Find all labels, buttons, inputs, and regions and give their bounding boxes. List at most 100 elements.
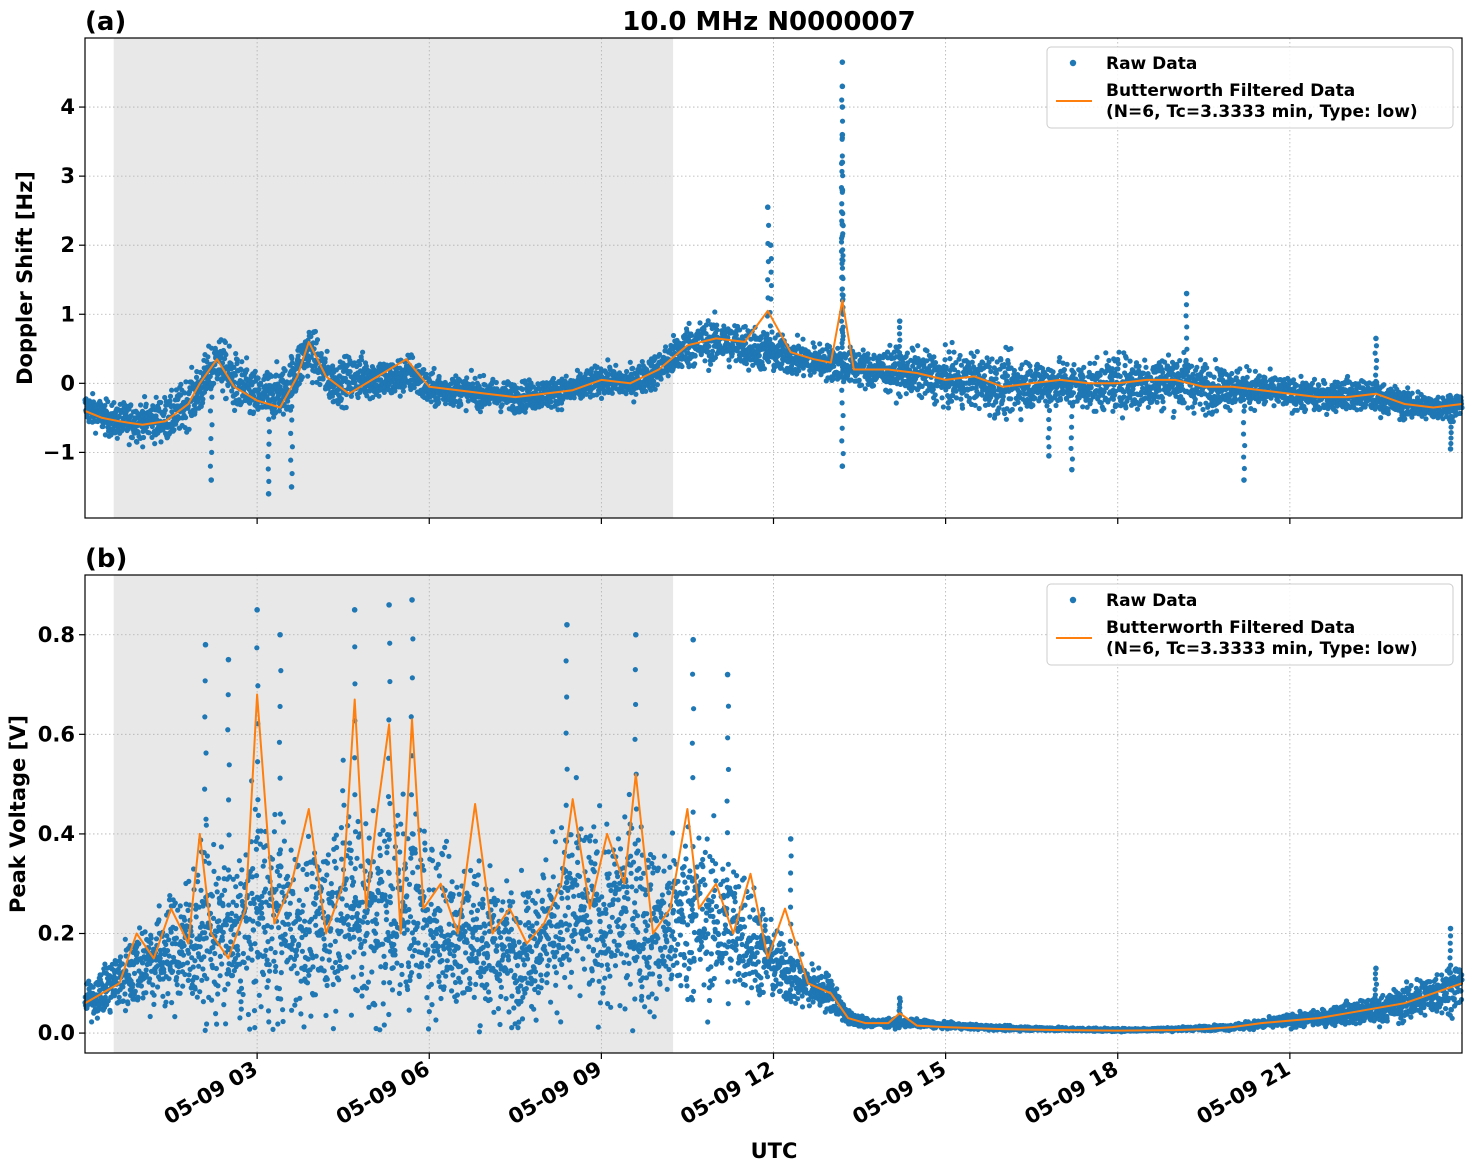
- raw-data-point: [1115, 366, 1121, 372]
- raw-data-point: [835, 345, 841, 351]
- raw-data-point: [627, 359, 633, 365]
- raw-data-point: [153, 394, 159, 400]
- raw-data-point: [1057, 355, 1063, 361]
- raw-data-point: [987, 412, 993, 418]
- raw-data-point: [150, 403, 156, 409]
- raw-data-point: [1211, 374, 1217, 380]
- raw-data-point: [1204, 365, 1210, 371]
- raw-data-point: [1275, 398, 1282, 404]
- raw-data-point: [128, 402, 134, 408]
- raw-data-point: [1171, 408, 1177, 415]
- raw-data-point: [1244, 374, 1250, 380]
- raw-data-point: [746, 367, 752, 373]
- raw-data-point: [714, 327, 720, 333]
- raw-data-point: [971, 353, 977, 359]
- raw-data-point: [205, 354, 211, 360]
- raw-data-point: [856, 377, 862, 383]
- raw-data-point: [244, 367, 250, 373]
- raw-data-point: [1109, 377, 1115, 383]
- raw-data-point: [234, 360, 240, 367]
- raw-data-point: [178, 381, 184, 387]
- raw-data-point: [624, 368, 630, 375]
- raw-data-point: [282, 367, 288, 374]
- raw-data-point: [271, 414, 277, 420]
- raw-data-point: [276, 408, 282, 414]
- raw-data-point: [167, 398, 173, 404]
- raw-data-point: [143, 401, 149, 407]
- raw-data-point: [1122, 362, 1128, 369]
- raw-data-point: [942, 342, 948, 348]
- raw-data-point: [1160, 399, 1166, 405]
- raw-data-point: [933, 398, 940, 404]
- raw-data-point: [942, 357, 948, 363]
- raw-data-point: [1233, 397, 1239, 403]
- raw-data-point: [652, 386, 658, 392]
- raw-data-point: [312, 328, 318, 335]
- raw-data-point: [1050, 369, 1056, 375]
- raw-data-point: [932, 360, 939, 366]
- raw-data-point: [1227, 407, 1233, 413]
- raw-data-point: [314, 337, 321, 343]
- raw-data-point: [1262, 398, 1269, 405]
- raw-data-point: [1017, 406, 1024, 412]
- raw-data-point: [633, 391, 639, 397]
- raw-data-point: [1385, 411, 1391, 417]
- raw-data-point: [158, 439, 164, 445]
- raw-data-point: [322, 356, 328, 362]
- raw-data-point: [183, 415, 189, 421]
- raw-data-point: [1088, 384, 1094, 391]
- raw-data-point: [712, 309, 718, 315]
- raw-data-point: [947, 356, 953, 362]
- raw-data-point: [946, 349, 952, 355]
- raw-data-point: [1071, 362, 1077, 368]
- raw-data-point: [186, 426, 192, 432]
- raw-data-point: [1008, 346, 1014, 352]
- panel-a-points: [82, 59, 1465, 497]
- raw-data-point: [1064, 361, 1070, 367]
- raw-data-point: [458, 402, 464, 408]
- raw-data-point: [431, 365, 437, 372]
- raw-data-point: [989, 356, 995, 362]
- raw-data-point: [995, 410, 1001, 416]
- raw-data-point: [1110, 408, 1116, 414]
- raw-data-point: [416, 362, 422, 368]
- raw-data-point: [953, 395, 960, 401]
- raw-data-point: [658, 376, 664, 382]
- raw-data-point: [1115, 361, 1122, 367]
- raw-data-point: [309, 380, 316, 386]
- raw-data-point: [493, 379, 499, 386]
- raw-data-point: [663, 344, 669, 350]
- raw-data-point: [223, 395, 229, 401]
- raw-data-point: [1229, 370, 1235, 377]
- raw-data-point: [182, 425, 188, 431]
- raw-data-point: [1252, 407, 1258, 413]
- raw-data-point: [169, 387, 175, 393]
- raw-data-point: [234, 357, 240, 363]
- raw-data-point: [706, 367, 712, 373]
- raw-data-point: [692, 361, 698, 367]
- raw-data-point: [397, 393, 403, 399]
- raw-data-point: [1189, 363, 1195, 369]
- raw-data-point: [679, 363, 685, 370]
- raw-data-point: [256, 386, 262, 392]
- raw-data-point: [945, 405, 952, 411]
- raw-data-point: [800, 336, 806, 342]
- raw-data-point: [1252, 368, 1258, 374]
- raw-data-point: [949, 398, 955, 404]
- raw-data-point: [167, 393, 174, 399]
- raw-data-point: [670, 332, 677, 339]
- raw-data-point: [904, 350, 911, 356]
- raw-data-point: [1170, 414, 1176, 420]
- raw-data-point: [355, 394, 361, 401]
- raw-data-point: [463, 408, 469, 414]
- raw-data-point: [993, 399, 999, 405]
- raw-data-point: [226, 343, 232, 349]
- raw-data-point: [1302, 407, 1309, 413]
- raw-data-point: [643, 388, 649, 394]
- raw-data-point: [477, 409, 483, 415]
- raw-data-point: [1242, 403, 1248, 409]
- raw-data-point: [222, 356, 228, 362]
- raw-data-point: [142, 394, 148, 400]
- raw-data-point: [285, 398, 291, 404]
